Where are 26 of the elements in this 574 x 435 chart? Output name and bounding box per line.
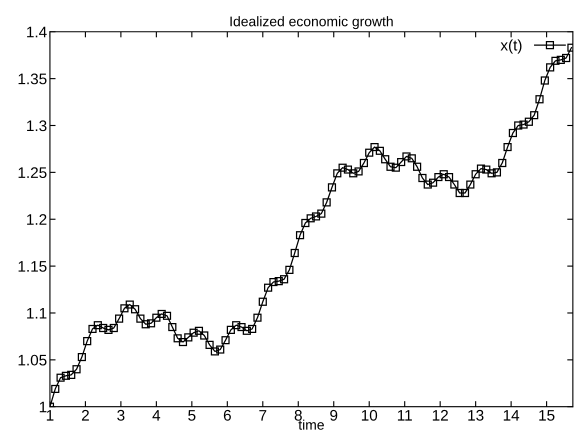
x-tick-label: 7: [259, 410, 266, 421]
y-tick-label: 1.25: [18, 167, 47, 178]
x-tick-label: 3: [117, 410, 124, 421]
x-tick-label: 15: [539, 410, 554, 421]
y-tick-label: 1.35: [18, 73, 47, 84]
x-tick-label: 13: [468, 410, 484, 421]
x-axis-title: time: [298, 420, 324, 430]
x-tick-label: 8: [294, 410, 302, 421]
x-tick-label: 10: [362, 410, 378, 421]
y-tick-label: 1.3: [27, 120, 46, 132]
x-tick-label: 5: [188, 410, 196, 421]
y-tick-label: 1.4: [27, 26, 47, 38]
chart-title: Idealized economic growth: [230, 16, 393, 30]
x-tick-label: 2: [82, 410, 89, 421]
y-tick-label: 1.05: [18, 354, 47, 366]
legend-label: x(t): [500, 39, 522, 54]
y-tick-label: 1.15: [18, 261, 47, 272]
y-tick-label: 1: [40, 402, 46, 412]
y-tick-label: 1.1: [27, 308, 46, 319]
x-tick-label: 12: [432, 410, 448, 421]
x-tick-label: 4: [152, 410, 160, 421]
y-tick-label: 1.2: [27, 214, 46, 225]
x-tick-label: 14: [504, 410, 520, 421]
x-tick-label: 11: [398, 410, 412, 421]
x-tick-label: 6: [224, 410, 231, 421]
x-tick-label: 9: [330, 410, 338, 421]
